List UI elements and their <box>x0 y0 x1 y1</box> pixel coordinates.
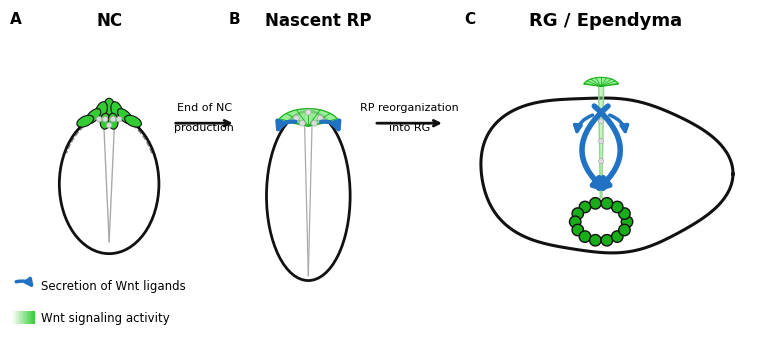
Bar <box>21 311 22 324</box>
Ellipse shape <box>598 159 604 164</box>
Bar <box>25 311 26 324</box>
Ellipse shape <box>570 216 581 227</box>
Bar <box>18 311 19 324</box>
Text: Wnt signaling activity: Wnt signaling activity <box>42 312 170 325</box>
FancyArrowPatch shape <box>582 106 608 188</box>
Ellipse shape <box>579 231 591 242</box>
Ellipse shape <box>106 122 112 128</box>
Text: C: C <box>464 12 476 27</box>
Ellipse shape <box>572 224 584 236</box>
Bar <box>22 311 24 324</box>
Bar <box>27 311 28 324</box>
Text: production: production <box>175 123 235 133</box>
Ellipse shape <box>294 115 299 121</box>
Bar <box>14 311 15 324</box>
Ellipse shape <box>579 201 591 213</box>
Ellipse shape <box>108 113 118 129</box>
Ellipse shape <box>118 109 132 124</box>
Bar <box>16 311 17 324</box>
Ellipse shape <box>621 216 633 227</box>
Bar <box>30 311 31 324</box>
FancyArrowPatch shape <box>16 278 32 285</box>
Bar <box>19 311 20 324</box>
Bar <box>15 311 16 324</box>
Ellipse shape <box>611 201 623 213</box>
Bar <box>26 311 27 324</box>
Text: Secretion of Wnt ligands: Secretion of Wnt ligands <box>42 280 186 293</box>
FancyArrowPatch shape <box>594 106 621 188</box>
Text: End of NC: End of NC <box>177 103 231 113</box>
Ellipse shape <box>585 209 618 234</box>
Ellipse shape <box>85 109 101 124</box>
Ellipse shape <box>100 113 110 129</box>
Ellipse shape <box>601 198 613 209</box>
Bar <box>29 311 30 324</box>
Ellipse shape <box>103 98 115 120</box>
FancyArrowPatch shape <box>278 120 295 129</box>
Ellipse shape <box>318 115 323 121</box>
Ellipse shape <box>102 117 108 122</box>
Text: NC: NC <box>96 12 122 30</box>
Bar <box>33 311 34 324</box>
Bar <box>28 311 29 324</box>
Bar <box>13 311 14 324</box>
Polygon shape <box>278 109 338 126</box>
Polygon shape <box>584 77 618 86</box>
Text: RG / Ependyma: RG / Ependyma <box>528 12 681 30</box>
Ellipse shape <box>111 102 123 121</box>
Ellipse shape <box>598 139 604 144</box>
Ellipse shape <box>305 109 311 115</box>
Bar <box>24 311 25 324</box>
FancyArrowPatch shape <box>321 120 339 129</box>
Ellipse shape <box>311 120 317 126</box>
Text: into RG: into RG <box>389 123 430 133</box>
Ellipse shape <box>619 208 630 219</box>
Ellipse shape <box>601 235 613 246</box>
FancyArrowPatch shape <box>574 115 592 132</box>
Text: Nascent RP: Nascent RP <box>265 12 371 30</box>
Ellipse shape <box>590 198 601 209</box>
Text: B: B <box>228 12 240 27</box>
Ellipse shape <box>299 120 305 126</box>
Ellipse shape <box>611 231 623 242</box>
Ellipse shape <box>77 115 94 127</box>
Bar <box>17 311 18 324</box>
Ellipse shape <box>116 117 122 122</box>
Ellipse shape <box>619 224 630 236</box>
FancyArrowPatch shape <box>610 115 628 132</box>
Polygon shape <box>481 98 733 253</box>
Bar <box>20 311 21 324</box>
Bar <box>34 311 35 324</box>
Bar <box>12 311 13 324</box>
Polygon shape <box>598 86 604 198</box>
Ellipse shape <box>111 117 116 122</box>
Text: A: A <box>9 12 22 27</box>
Ellipse shape <box>572 208 584 219</box>
Bar <box>32 311 33 324</box>
Ellipse shape <box>95 102 108 121</box>
Ellipse shape <box>267 111 350 281</box>
Bar <box>31 311 32 324</box>
Ellipse shape <box>125 115 141 127</box>
Ellipse shape <box>59 114 159 254</box>
Ellipse shape <box>598 119 604 124</box>
Ellipse shape <box>590 235 601 246</box>
Ellipse shape <box>96 117 102 122</box>
Text: RP reorganization: RP reorganization <box>360 103 459 113</box>
